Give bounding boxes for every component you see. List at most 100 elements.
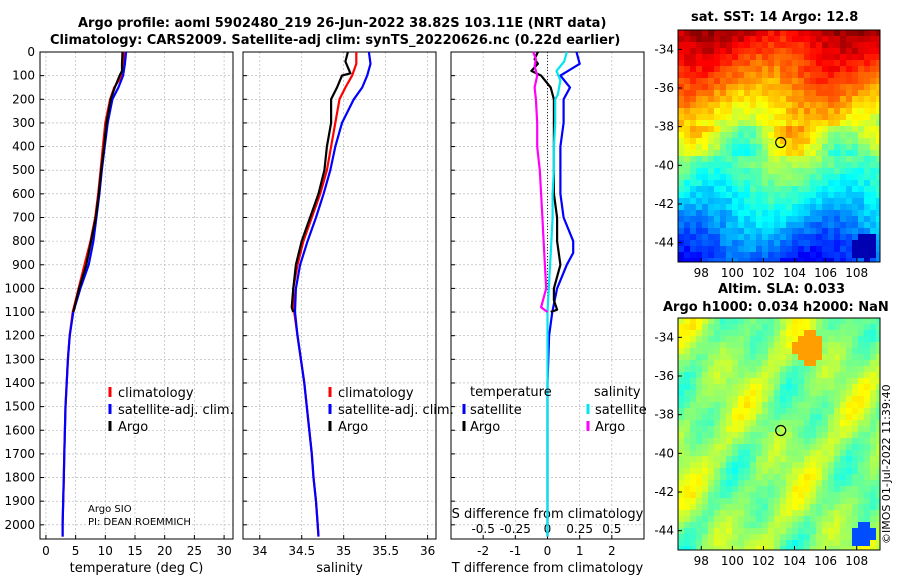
heatmap-cell bbox=[780, 42, 786, 48]
x-axis-label: temperature (deg C) bbox=[70, 561, 204, 576]
heatmap-cell bbox=[684, 108, 690, 114]
heatmap-cell bbox=[744, 246, 750, 252]
heatmap-cell bbox=[696, 540, 702, 546]
heatmap-cell bbox=[804, 144, 810, 150]
heatmap-cell bbox=[690, 396, 696, 402]
heatmap-cell bbox=[810, 468, 816, 474]
heatmap-cell bbox=[864, 324, 870, 330]
heatmap-cell bbox=[738, 450, 744, 456]
heatmap-cell bbox=[684, 354, 690, 360]
heatmap-cell bbox=[840, 138, 846, 144]
heatmap-cell bbox=[726, 180, 732, 186]
heatmap-cell bbox=[720, 318, 726, 324]
heatmap-cell bbox=[816, 444, 822, 450]
heatmap-cell bbox=[696, 144, 702, 150]
heatmap-cell bbox=[870, 378, 876, 384]
heatmap-cell bbox=[690, 30, 696, 36]
heatmap-cell bbox=[744, 108, 750, 114]
heatmap-cell bbox=[816, 408, 822, 414]
heatmap-cell bbox=[792, 174, 798, 180]
heatmap-cell bbox=[828, 456, 834, 462]
heatmap-cell bbox=[756, 402, 762, 408]
heatmap-cell bbox=[702, 378, 708, 384]
heatmap-cell bbox=[822, 90, 828, 96]
heatmap-cell bbox=[804, 162, 810, 168]
heatmap-cell bbox=[762, 366, 768, 372]
heatmap-cell bbox=[678, 102, 684, 108]
heatmap-cell bbox=[810, 486, 816, 492]
heatmap-cell bbox=[738, 504, 744, 510]
heatmap-cell bbox=[810, 498, 816, 504]
heatmap-cell bbox=[876, 372, 880, 378]
heatmap-cell bbox=[684, 384, 690, 390]
heatmap-cell bbox=[678, 138, 684, 144]
heatmap-cell bbox=[780, 534, 786, 540]
heatmap-cell bbox=[798, 162, 804, 168]
x-tick-label: 1 bbox=[576, 544, 584, 558]
heatmap-cell bbox=[816, 36, 822, 42]
heatmap-cell bbox=[822, 246, 828, 252]
heatmap-cell bbox=[810, 474, 816, 480]
heatmap-cell bbox=[792, 150, 798, 156]
heatmap-cell bbox=[738, 216, 744, 222]
heatmap-cell bbox=[762, 246, 768, 252]
heatmap-cell bbox=[714, 546, 720, 550]
heatmap-cell bbox=[750, 126, 756, 132]
heatmap-cell bbox=[720, 96, 726, 102]
heatmap-cell bbox=[708, 480, 714, 486]
heatmap-cell bbox=[708, 330, 714, 336]
heatmap-cell bbox=[678, 378, 684, 384]
heatmap-cell bbox=[828, 54, 834, 60]
heatmap-cell bbox=[822, 492, 828, 498]
heatmap-cell bbox=[738, 402, 744, 408]
heatmap-cell bbox=[678, 546, 684, 550]
heatmap-cell bbox=[786, 132, 792, 138]
heatmap-cell bbox=[822, 240, 828, 246]
heatmap-cell bbox=[792, 246, 798, 252]
heatmap-cell bbox=[846, 510, 852, 516]
heatmap-cell bbox=[816, 510, 822, 516]
header-line1: Argo profile: aoml 5902480_219 26-Jun-20… bbox=[78, 16, 607, 31]
heatmap-cell bbox=[720, 456, 726, 462]
heatmap-cell bbox=[816, 30, 822, 36]
heatmap-cell bbox=[852, 378, 858, 384]
heatmap-cell bbox=[840, 48, 846, 54]
heatmap-cell bbox=[792, 90, 798, 96]
heatmap-cell bbox=[780, 414, 786, 420]
heatmap-cell bbox=[834, 258, 840, 262]
heatmap-cell bbox=[852, 150, 858, 156]
heatmap-cell bbox=[846, 228, 852, 234]
heatmap-cell bbox=[744, 384, 750, 390]
heatmap-cell bbox=[858, 30, 864, 36]
heatmap-cell bbox=[708, 234, 714, 240]
heatmap-cell bbox=[858, 72, 864, 78]
heatmap-cell bbox=[834, 198, 840, 204]
heatmap-cell bbox=[852, 66, 858, 72]
heatmap-cell bbox=[792, 396, 798, 402]
heatmap-cell bbox=[696, 438, 702, 444]
heatmap-cell bbox=[708, 78, 714, 84]
heatmap-cell bbox=[822, 174, 828, 180]
heatmap-cell bbox=[858, 186, 864, 192]
heatmap-cell bbox=[792, 534, 798, 540]
heatmap-cell bbox=[810, 324, 816, 330]
heatmap-cell bbox=[720, 174, 726, 180]
heatmap-cell bbox=[780, 258, 786, 262]
heatmap-cell bbox=[780, 546, 786, 550]
heatmap-cell bbox=[810, 234, 816, 240]
heatmap-cell bbox=[846, 102, 852, 108]
heatmap-cell bbox=[822, 198, 828, 204]
heatmap-cell bbox=[834, 228, 840, 234]
heatmap-cell bbox=[696, 444, 702, 450]
heatmap-cell bbox=[762, 462, 768, 468]
heatmap-cell bbox=[732, 432, 738, 438]
heatmap-cell bbox=[720, 426, 726, 432]
heatmap-cell bbox=[828, 498, 834, 504]
heatmap-cell bbox=[834, 174, 840, 180]
heatmap-cell bbox=[702, 36, 708, 42]
heatmap-cell bbox=[762, 330, 768, 336]
heatmap-cell bbox=[726, 486, 732, 492]
heatmap-cell bbox=[786, 108, 792, 114]
heatmap-cell bbox=[714, 66, 720, 72]
